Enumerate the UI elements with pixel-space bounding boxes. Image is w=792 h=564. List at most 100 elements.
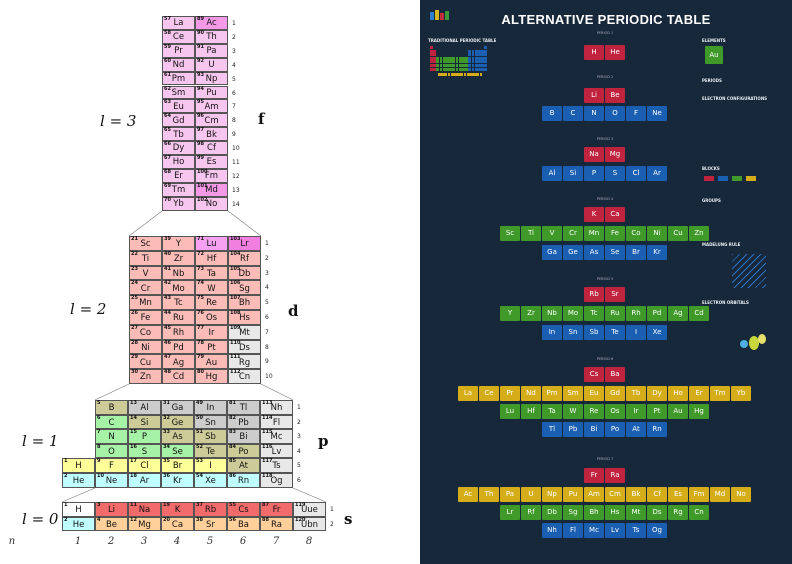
atomic-number: 7 [97, 429, 101, 436]
p-block-cell: 53 I [194, 458, 227, 473]
connector-line [94, 383, 130, 401]
period4-element: Mn [584, 226, 604, 241]
atomic-number: 79 [197, 354, 204, 361]
d-block-cell: 29 Cu [129, 354, 162, 370]
atomic-number: 74 [197, 280, 204, 287]
element-symbol: Ru [173, 313, 184, 324]
element-symbol: V [142, 268, 149, 279]
element-symbol: Sn [205, 417, 216, 428]
period5-element: Mo [563, 306, 583, 321]
element-symbol: Ag [172, 357, 185, 368]
period4-element: Se [605, 245, 625, 260]
period6-element: W [563, 404, 583, 419]
p-block-cell: 114 Fl [260, 414, 293, 430]
poster-section-heading: PERIODS [702, 78, 722, 83]
element-symbol: Ir [208, 328, 215, 339]
atomic-number: 114 [262, 414, 273, 421]
row-index: 6 [297, 477, 301, 484]
atomic-number: 88 [262, 516, 269, 523]
atomic-number: 33 [163, 429, 170, 436]
atomic-number: 23 [131, 265, 138, 272]
element-symbol: Hs [239, 313, 250, 324]
d-block-cell: 76 Os [195, 310, 228, 325]
atomic-number: 86 [229, 473, 236, 479]
period3-element: P [584, 166, 604, 181]
atomic-number: 34 [163, 443, 170, 450]
period7-element: U [521, 487, 541, 502]
atomic-number: 59 [164, 43, 171, 50]
p-block-cell: 85 At [227, 458, 260, 473]
period6-element: Er [689, 386, 709, 401]
poster-section-heading: ELEMENTS [702, 38, 726, 43]
p-block-cell: 10 Ne [95, 473, 128, 488]
element-symbol: No [205, 199, 218, 210]
period5-element: Tc [584, 306, 604, 321]
period7-element: No [731, 487, 751, 502]
element-symbol: C [108, 417, 115, 428]
atomic-number: 95 [197, 99, 204, 106]
element-symbol: Am [204, 101, 219, 112]
period2-element: Be [605, 88, 625, 103]
row-index: 7 [265, 328, 269, 336]
p-block-cell: 32 Ge [161, 414, 194, 430]
element-symbol: I [209, 461, 212, 472]
atomic-number: 30 [131, 369, 138, 376]
element-symbol: O [108, 446, 115, 457]
atomic-number: 1 [64, 502, 68, 508]
f-block-cell: 57 La [162, 16, 195, 30]
row-index: 12 [232, 172, 240, 180]
period5-element: Cd [689, 306, 709, 321]
element-symbol: La [173, 18, 184, 29]
period6-element: Pb [563, 422, 583, 437]
atomic-number: 119 [295, 502, 306, 508]
atomic-number: 67 [164, 155, 171, 161]
atomic-number: 38 [196, 516, 203, 523]
d-block-cell: 47 Ag [162, 354, 195, 370]
d-block-cell: 39 Y [162, 236, 195, 251]
s-block-cell: 37 Rb [194, 502, 227, 517]
period3-element: S [605, 166, 625, 181]
atomic-number: 56 [229, 516, 236, 523]
element-symbol: Fm [204, 171, 219, 182]
atomic-number: 20 [163, 516, 170, 523]
element-symbol: Ta [207, 268, 216, 279]
s-block-cell: 12 Mg [128, 516, 161, 532]
element-symbol: Te [206, 446, 215, 457]
period3-element: Al [542, 166, 562, 181]
atomic-number: 94 [197, 85, 204, 92]
period7-element: Og [647, 523, 667, 538]
atomic-number: 8 [97, 443, 101, 450]
element-symbol: Ga [171, 403, 184, 414]
period6-element: Ba [605, 367, 625, 382]
poster-section-heading: ELECTRON ORBITALS [702, 300, 749, 305]
n-value: 6 [239, 536, 247, 547]
element-symbol: Es [206, 157, 217, 168]
period4-element: Fe [605, 226, 625, 241]
element-symbol: Xe [205, 476, 216, 487]
period6-element: Pt [647, 404, 667, 419]
element-symbol: Sc [140, 239, 151, 250]
period3-element: Cl [626, 166, 646, 181]
element-symbol: Lu [206, 239, 217, 250]
period7-element: Ac [458, 487, 478, 502]
block-letter: d [288, 302, 299, 320]
period5-element: Zr [521, 306, 541, 321]
atomic-number: 41 [164, 265, 171, 272]
period4-element: Ga [542, 245, 562, 260]
period7-element: Fl [563, 523, 583, 538]
atomic-number: 19 [163, 502, 170, 508]
block-letter: s [344, 510, 353, 528]
s-block-cell: 56 Ba [227, 516, 260, 532]
d-block-cell: 74 W [195, 280, 228, 296]
period6-element: Re [584, 404, 604, 419]
atomic-number: 24 [131, 280, 138, 287]
element-symbol: Po [238, 446, 249, 457]
atomic-number: 85 [229, 458, 236, 465]
element-symbol: Rg [238, 357, 251, 368]
element-symbol: Md [205, 185, 218, 196]
period7-element: Rf [521, 505, 541, 520]
d-block-cell: 75 Re [195, 295, 228, 310]
period3-element: Si [563, 166, 583, 181]
s-block-cell: 19 K [161, 502, 194, 517]
